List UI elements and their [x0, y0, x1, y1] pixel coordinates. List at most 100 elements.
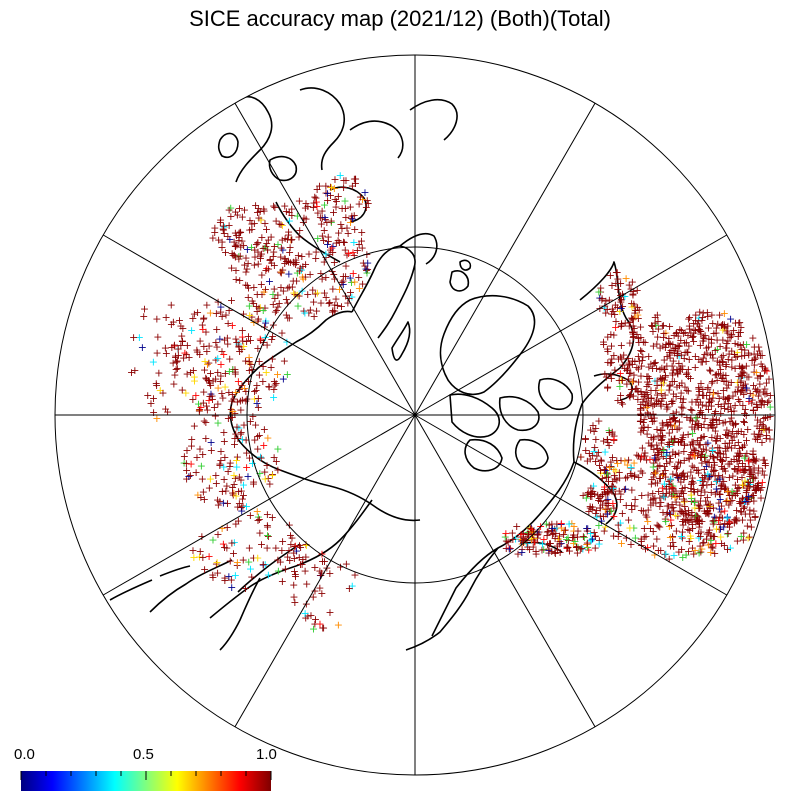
data-marker: +: [224, 304, 233, 317]
data-marker: +: [697, 483, 706, 496]
data-marker: +: [664, 338, 673, 351]
data-marker: +: [673, 349, 682, 362]
data-marker: +: [350, 209, 359, 222]
data-marker: +: [707, 394, 716, 407]
data-marker: +: [694, 447, 703, 460]
data-marker: +: [687, 477, 696, 490]
data-marker: +: [601, 494, 610, 507]
data-marker: +: [246, 358, 255, 371]
data-marker: +: [316, 211, 325, 224]
data-marker: +: [674, 546, 683, 559]
data-marker: +: [753, 479, 762, 492]
data-marker: +: [660, 373, 669, 386]
data-marker: +: [259, 304, 268, 317]
data-marker: +: [695, 306, 704, 319]
data-marker: +: [654, 395, 663, 408]
data-marker: +: [725, 517, 734, 530]
data-marker: +: [747, 396, 756, 409]
data-marker: +: [647, 439, 656, 452]
data-marker: +: [755, 395, 764, 408]
data-marker: +: [719, 520, 728, 533]
data-marker: +: [615, 305, 624, 318]
data-marker: +: [180, 346, 189, 359]
data-marker: +: [270, 259, 279, 272]
data-marker: +: [624, 514, 633, 527]
data-marker: +: [228, 405, 237, 418]
data-marker: +: [707, 486, 716, 499]
data-marker: +: [636, 415, 645, 428]
data-marker: +: [617, 317, 626, 330]
data-marker: +: [221, 484, 230, 497]
data-marker: +: [733, 464, 742, 477]
data-marker: +: [704, 322, 713, 335]
data-marker: +: [276, 250, 285, 263]
data-marker: +: [670, 420, 679, 433]
data-marker: +: [715, 510, 724, 523]
data-marker: +: [250, 217, 259, 230]
data-marker: +: [724, 485, 733, 498]
data-marker: +: [182, 444, 191, 457]
data-marker: +: [358, 193, 367, 206]
data-marker: +: [615, 485, 624, 498]
data-marker: +: [701, 449, 710, 462]
data-marker: +: [250, 385, 259, 398]
data-marker: +: [744, 370, 753, 383]
data-marker: +: [675, 340, 684, 353]
data-marker: +: [670, 342, 679, 355]
data-marker: +: [290, 288, 299, 301]
data-marker: +: [752, 419, 761, 432]
data-marker: +: [757, 424, 766, 437]
data-marker: +: [721, 369, 730, 382]
data-marker: +: [631, 383, 640, 396]
data-marker: +: [688, 460, 697, 473]
data-marker: +: [754, 389, 763, 402]
data-marker: +: [594, 494, 603, 507]
data-marker: +: [225, 233, 234, 246]
data-marker: +: [216, 454, 225, 467]
data-marker: +: [754, 428, 763, 441]
data-marker: +: [661, 369, 670, 382]
data-marker: +: [234, 250, 243, 263]
data-marker: +: [695, 438, 704, 451]
data-marker: +: [688, 331, 697, 344]
data-marker: +: [190, 307, 199, 320]
data-marker: +: [193, 345, 202, 358]
data-marker: +: [214, 234, 223, 247]
data-marker: +: [658, 468, 667, 481]
data-marker: +: [576, 451, 585, 464]
data-marker: +: [633, 386, 642, 399]
data-marker: +: [317, 205, 326, 218]
data-marker: +: [339, 174, 348, 187]
data-marker: +: [695, 323, 704, 336]
data-marker: +: [562, 542, 571, 555]
data-marker: +: [691, 324, 700, 337]
data-marker: +: [695, 320, 704, 333]
data-marker: +: [728, 469, 737, 482]
data-marker: +: [625, 319, 634, 332]
data-marker: +: [623, 458, 632, 471]
data-marker: +: [657, 434, 666, 447]
data-marker: +: [321, 271, 330, 284]
data-marker: +: [673, 367, 682, 380]
data-marker: +: [184, 470, 193, 483]
data-marker: +: [718, 455, 727, 468]
data-marker: +: [741, 507, 750, 520]
data-marker: +: [694, 546, 703, 559]
data-marker: +: [639, 421, 648, 434]
data-marker: +: [624, 454, 633, 467]
data-marker: +: [262, 459, 271, 472]
data-marker: +: [658, 482, 667, 495]
data-marker: +: [611, 277, 620, 290]
data-marker: +: [262, 262, 271, 275]
data-marker: +: [639, 424, 648, 437]
data-marker: +: [237, 343, 246, 356]
data-marker: +: [687, 421, 696, 434]
data-marker: +: [270, 292, 279, 305]
data-marker: +: [694, 420, 703, 433]
data-marker: +: [668, 423, 677, 436]
data-marker: +: [305, 268, 314, 281]
data-marker: +: [754, 462, 763, 475]
data-marker: +: [672, 423, 681, 436]
data-marker: +: [253, 342, 262, 355]
data-marker: +: [702, 479, 711, 492]
